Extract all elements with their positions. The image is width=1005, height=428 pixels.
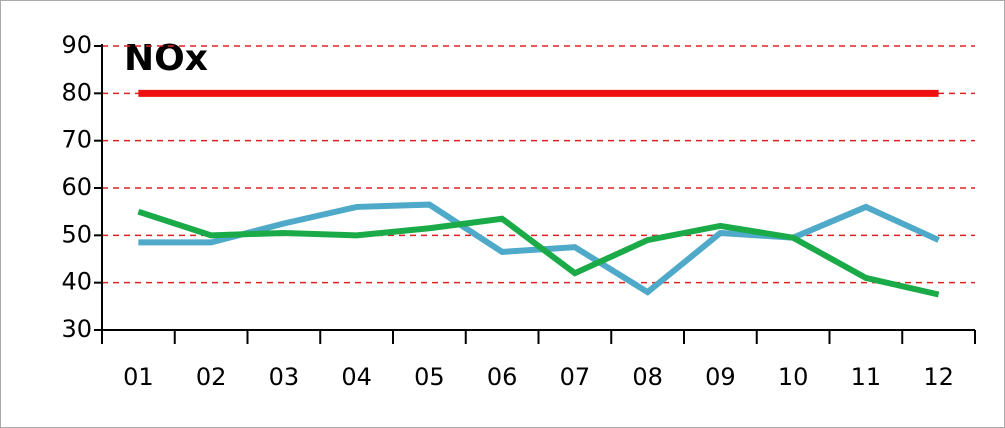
x-tick-label: 08: [632, 363, 663, 391]
y-tick-label: 80: [61, 78, 92, 106]
x-tick-label: 03: [269, 363, 300, 391]
y-tick-label: 40: [61, 268, 92, 296]
y-tick-label: 50: [61, 220, 92, 248]
y-tick-label: 70: [61, 126, 92, 154]
series-line: [137, 208, 940, 298]
x-tick-label: 12: [923, 363, 954, 391]
x-tick-label: 09: [705, 363, 736, 391]
x-tick-label: 04: [341, 363, 372, 391]
x-tick-label: 02: [196, 363, 227, 391]
chart-title: NOx: [124, 38, 208, 79]
x-tick-label: 05: [414, 363, 445, 391]
x-tick-label: 11: [851, 363, 882, 391]
x-tick-label: 06: [487, 363, 518, 391]
x-tick-label: 10: [778, 363, 809, 391]
y-tick-label: 60: [61, 173, 92, 201]
y-tick-label: 30: [61, 315, 92, 343]
x-tick-label: 07: [560, 363, 591, 391]
x-tick-label: 01: [123, 363, 154, 391]
y-tick-label: 90: [61, 31, 92, 59]
